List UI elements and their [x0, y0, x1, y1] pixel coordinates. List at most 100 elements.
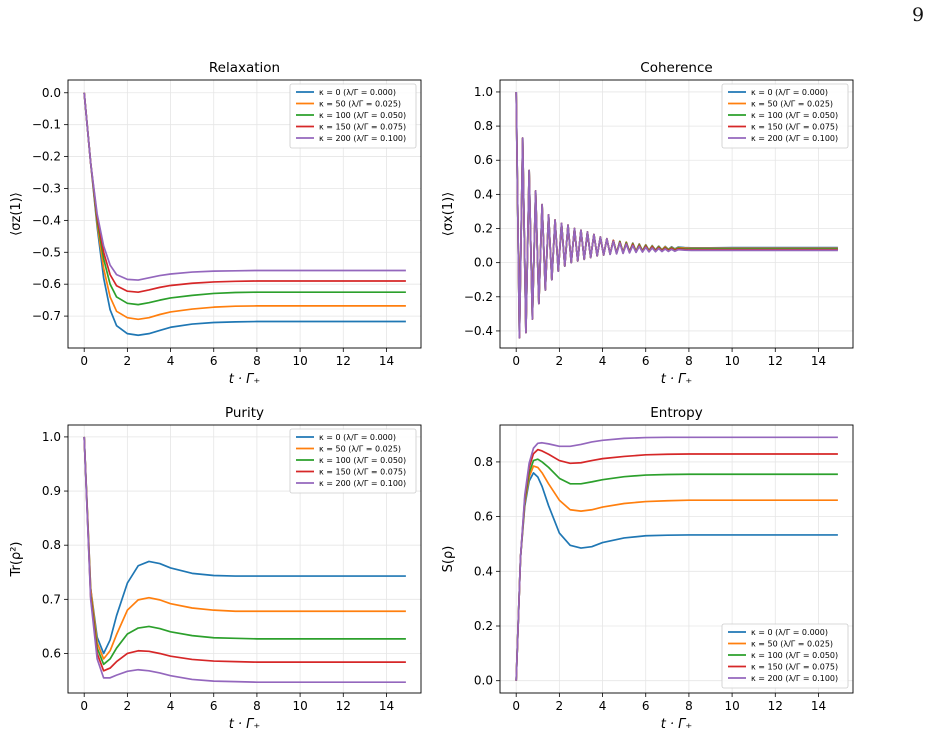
x-axis-label: t · Γ₊ — [229, 372, 261, 387]
y-tick-label: 0.2 — [474, 222, 493, 236]
y-tick-label: 0.8 — [42, 538, 61, 552]
x-tick-label: 2 — [556, 699, 564, 713]
legend-label: κ = 150 (λ/Γ = 0.075) — [751, 123, 838, 132]
x-tick-label: 10 — [292, 354, 307, 368]
x-axis-label: t · Γ₊ — [661, 372, 693, 387]
series-line-2 — [83, 92, 406, 321]
y-tick-label: 0.8 — [474, 119, 493, 133]
y-tick-label: 0.8 — [474, 455, 493, 469]
y-tick-label: −0.5 — [32, 245, 61, 259]
x-tick-label: 2 — [124, 699, 132, 713]
axes-frame — [499, 79, 854, 349]
x-tick-label: 6 — [642, 354, 650, 368]
x-tick-label: 14 — [379, 699, 394, 713]
y-tick-label: 0.4 — [474, 187, 493, 201]
series-line-4 — [83, 92, 406, 294]
chart-panel-4: 0 2 4 6 8 10 12 14 0.0 0.2 0.4 0.6 0.8 Entropy t · Γ₊ S… — [441, 405, 854, 732]
y-tick-label: −0.2 — [464, 290, 493, 304]
legend-box — [721, 623, 849, 689]
series-line-5 — [515, 436, 838, 681]
x-tick-label: 10 — [724, 699, 739, 713]
series-line-5 — [515, 91, 838, 339]
x-tick-label: 8 — [253, 699, 261, 713]
x-tick-label: 8 — [685, 354, 693, 368]
x-tick-label: 14 — [811, 354, 826, 368]
y-tick-label: 0.0 — [474, 674, 493, 688]
series-line-2 — [515, 465, 838, 681]
legend-label: κ = 0 (λ/Γ = 0.000) — [751, 88, 828, 97]
series-line-5 — [83, 92, 406, 281]
legend-label: κ = 50 (λ/Γ = 0.025) — [319, 100, 401, 109]
y-tick-label: −0.2 — [32, 150, 61, 164]
y-tick-label: −0.7 — [32, 309, 61, 323]
x-tick-label: 14 — [811, 699, 826, 713]
x-tick-label: 12 — [336, 699, 351, 713]
chart-title: Coherence — [640, 60, 712, 76]
series-line-2 — [83, 436, 406, 660]
legend-label: κ = 100 (λ/Γ = 0.050) — [319, 456, 406, 465]
x-tick-label: 8 — [685, 699, 693, 713]
series-line-3 — [83, 436, 406, 666]
legend-label: κ = 50 (λ/Γ = 0.025) — [751, 640, 833, 649]
legend-label: κ = 100 (λ/Γ = 0.050) — [319, 111, 406, 120]
legend-label: κ = 0 (λ/Γ = 0.000) — [319, 433, 396, 442]
series-line-1 — [83, 92, 406, 337]
y-axis-label: Tr(ρ²) — [9, 542, 24, 578]
axes-frame — [67, 79, 422, 349]
y-tick-label: −0.1 — [32, 118, 61, 132]
y-tick-label: −0.3 — [32, 181, 61, 195]
x-tick-label: 0 — [512, 354, 520, 368]
y-axis-label: S(ρ) — [441, 546, 456, 573]
legend-label: κ = 100 (λ/Γ = 0.050) — [751, 651, 838, 660]
legend-label: κ = 0 (λ/Γ = 0.000) — [751, 628, 828, 637]
legend-label: κ = 150 (λ/Γ = 0.075) — [319, 468, 406, 477]
axes-frame — [499, 424, 854, 694]
y-tick-label: 1.0 — [474, 85, 493, 99]
x-axis-label: t · Γ₊ — [229, 717, 261, 732]
legend-label: κ = 150 (λ/Γ = 0.075) — [319, 123, 406, 132]
legend-box — [289, 428, 417, 494]
x-tick-label: 4 — [599, 354, 607, 368]
x-tick-label: 12 — [768, 699, 783, 713]
legend-box — [289, 83, 417, 149]
legend-label: κ = 50 (λ/Γ = 0.025) — [319, 445, 401, 454]
x-tick-label: 0 — [512, 699, 520, 713]
x-tick-label: 4 — [599, 699, 607, 713]
series-line-5 — [83, 436, 406, 684]
y-axis-label: ⟨σx(1)⟩ — [441, 192, 456, 237]
y-tick-label: 0.7 — [42, 592, 61, 606]
series-line-3 — [83, 92, 406, 306]
x-tick-label: 12 — [768, 354, 783, 368]
chart-panel-3: 0 2 4 6 8 10 12 14 0.6 0.7 0.8 0.9 1.0 Purity t · Γ₊ Tr… — [9, 405, 422, 732]
chart-title: Relaxation — [209, 60, 280, 76]
legend: κ = 0 (λ/Γ = 0.000) κ = 50 (λ/Γ = 0.025) κ… — [721, 623, 849, 689]
page-number: 9 — [912, 4, 925, 26]
chart-title: Entropy — [650, 405, 702, 421]
x-tick-label: 4 — [167, 354, 175, 368]
legend-label: κ = 200 (λ/Γ = 0.100) — [319, 134, 406, 143]
series-line-4 — [515, 448, 838, 681]
x-tick-label: 10 — [724, 354, 739, 368]
chart-panel-2: 0 2 4 6 8 10 12 14 −0.4 −0.2 0.0 0.2 0.4 0.6 0.8 1.0 Coh… — [441, 60, 854, 387]
legend-label: κ = 200 (λ/Γ = 0.100) — [751, 674, 838, 683]
x-tick-label: 4 — [167, 699, 175, 713]
y-tick-label: 0.6 — [474, 510, 493, 524]
x-tick-label: 12 — [336, 354, 351, 368]
legend-label: κ = 0 (λ/Γ = 0.000) — [319, 88, 396, 97]
y-tick-label: 0.0 — [474, 256, 493, 270]
y-axis-label: ⟨σz(1)⟩ — [9, 192, 24, 236]
legend-label: κ = 200 (λ/Γ = 0.100) — [319, 479, 406, 488]
y-tick-label: 0.9 — [42, 484, 61, 498]
legend-label: κ = 100 (λ/Γ = 0.050) — [751, 111, 838, 120]
x-tick-label: 6 — [642, 699, 650, 713]
x-tick-label: 6 — [210, 354, 218, 368]
y-tick-label: −0.6 — [32, 277, 61, 291]
x-tick-label: 2 — [556, 354, 564, 368]
series-line-1 — [83, 436, 406, 655]
series-line-1 — [515, 472, 838, 681]
y-tick-label: 0.2 — [474, 619, 493, 633]
x-axis-label: t · Γ₊ — [661, 717, 693, 732]
series-line-4 — [83, 436, 406, 672]
y-tick-label: 0.6 — [474, 153, 493, 167]
